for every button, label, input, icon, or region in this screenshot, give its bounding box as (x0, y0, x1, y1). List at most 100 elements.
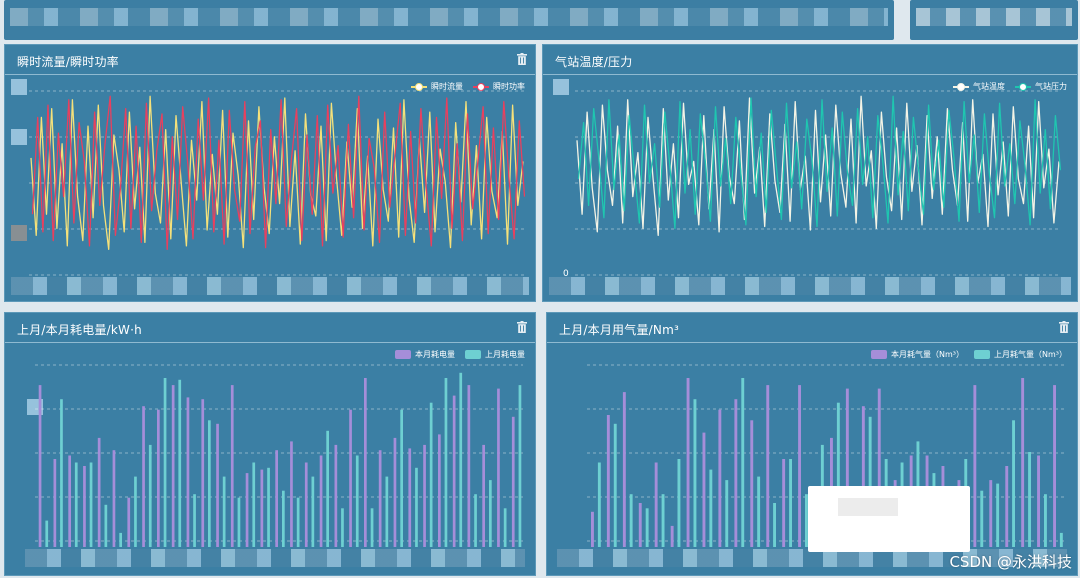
bar-this-month (393, 437, 397, 547)
legend-label: 气站温度 (973, 82, 1005, 91)
bar-this-month (201, 399, 205, 547)
legend-label: 瞬时功率 (493, 82, 525, 91)
legend-item[interactable]: 气站压力 (1015, 81, 1067, 92)
bar-this-month (861, 406, 865, 547)
legend-label: 上月耗气量（Nm³） (994, 350, 1067, 359)
bar-this-month (38, 385, 42, 547)
bar-last-month (237, 497, 241, 547)
legend-item[interactable]: 上月耗气量（Nm³） (974, 349, 1067, 360)
bar-this-month (702, 432, 706, 547)
bar-this-month (654, 462, 658, 547)
bar-this-month (334, 444, 338, 547)
bar-last-month (222, 476, 226, 547)
bar-this-month (349, 409, 352, 547)
bar-this-month (68, 455, 71, 547)
bar-this-month (766, 385, 770, 547)
bar-this-month (408, 448, 412, 547)
bar-this-month (750, 420, 754, 547)
redacted-x-axis (11, 277, 529, 295)
bar-last-month (119, 532, 122, 547)
series-line-2 (31, 95, 525, 251)
bar-last-month (267, 467, 270, 547)
bar-chart-electricity[interactable] (35, 359, 523, 547)
bar-this-month (1037, 455, 1040, 547)
bar-last-month (805, 494, 808, 547)
legend-item[interactable]: 本月耗电量 (395, 349, 455, 360)
bar-last-month (980, 490, 984, 547)
bar-last-month (296, 497, 300, 547)
bar-this-month (304, 462, 308, 547)
panel-header: 上月/本月耗电量/kW·h (5, 313, 535, 343)
bar-this-month (142, 406, 145, 547)
legend: 本月耗电量 上月耗电量 (395, 349, 525, 360)
redacted-x-axis (557, 549, 1067, 567)
legend-swatch (411, 82, 427, 91)
bar-last-month (709, 469, 713, 547)
y-axis-zero-label: 0 (563, 269, 569, 279)
bar-this-month (782, 459, 786, 547)
bar-last-month (415, 467, 418, 547)
bar-last-month (282, 490, 285, 547)
bar-last-month (178, 379, 182, 547)
bar-last-month (789, 459, 792, 547)
legend-swatch (871, 350, 888, 359)
redacted-banner-text-right (916, 8, 1072, 26)
bar-last-month (757, 476, 761, 547)
legend-item[interactable]: 瞬时功率 (473, 81, 525, 92)
legend-item[interactable]: 瞬时流量 (411, 81, 463, 92)
bar-this-month (591, 511, 594, 547)
legend: 气站温度 气站压力 (953, 81, 1067, 92)
bar-last-month (474, 494, 477, 547)
bar-this-month (186, 397, 190, 547)
bar-this-month (319, 455, 323, 547)
bar-this-month (973, 385, 977, 547)
bar-this-month (686, 378, 690, 547)
bar-last-month (1044, 494, 1047, 547)
line-chart-station[interactable] (575, 85, 1061, 281)
bar-last-month (1059, 532, 1063, 547)
redacted-banner-text (10, 8, 888, 26)
bar-this-month (157, 409, 160, 547)
bar-last-month (148, 444, 152, 547)
bar-this-month (452, 395, 456, 547)
bar-this-month (245, 473, 249, 547)
bar-this-month (423, 444, 426, 547)
bar-this-month (1005, 466, 1009, 547)
bar-last-month (613, 423, 617, 547)
series-line-1 (576, 95, 1060, 236)
bar-last-month (163, 378, 167, 547)
top-banner-right (910, 0, 1078, 40)
bar-last-month (104, 504, 108, 547)
trash-icon[interactable] (1059, 321, 1069, 333)
bar-this-month (275, 450, 278, 547)
legend-item[interactable]: 上月耗电量 (465, 349, 525, 360)
bar-last-month (996, 483, 1000, 547)
bar-this-month (438, 434, 441, 547)
bar-this-month (718, 409, 722, 547)
panel-header: 瞬时流量/瞬时功率 (5, 45, 535, 75)
bar-last-month (459, 372, 463, 547)
bar-this-month (378, 450, 382, 547)
bar-this-month (260, 469, 264, 547)
watermark: CSDN @永洪科技 (949, 553, 1072, 571)
panel-title: 瞬时流量/瞬时功率 (17, 55, 119, 69)
bar-this-month (171, 385, 175, 547)
trash-icon[interactable] (517, 321, 527, 333)
line-chart-flow-power[interactable] (29, 85, 525, 281)
bar-this-month (877, 388, 881, 547)
trash-icon[interactable] (517, 53, 527, 65)
legend-swatch (953, 82, 969, 91)
bar-last-month (677, 459, 681, 547)
panel-flow-power: 瞬时流量/瞬时功率 瞬时流量 瞬时功率 (4, 44, 536, 302)
redacted-x-axis (549, 277, 1071, 295)
top-banner (4, 0, 894, 40)
legend-item[interactable]: 本月耗气量（Nm³） (871, 349, 964, 360)
bar-last-month (1012, 420, 1015, 547)
bar-last-month (45, 520, 49, 547)
legend-item[interactable]: 气站温度 (953, 81, 1005, 92)
bar-this-month (290, 441, 293, 547)
bar-this-month (112, 450, 116, 547)
bar-last-month (208, 420, 211, 547)
bar-last-month (134, 476, 137, 547)
bar-last-month (773, 503, 776, 547)
